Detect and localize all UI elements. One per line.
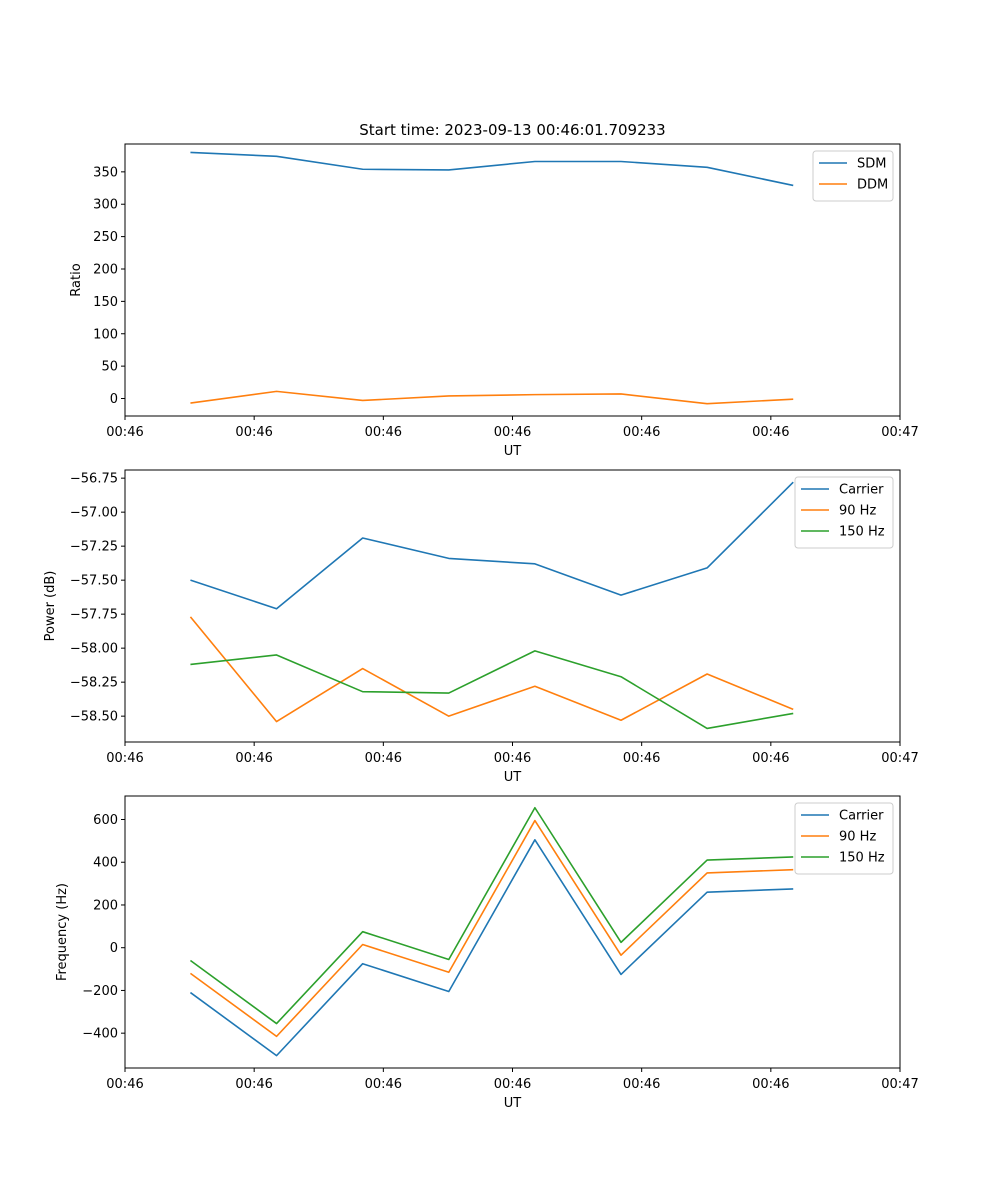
- series-line-carrier: [189, 838, 794, 1057]
- y-axis-label: Ratio: [69, 263, 84, 296]
- x-tick-label: 00:46: [106, 425, 143, 440]
- x-tick-label: 00:46: [235, 751, 272, 766]
- y-axis-label: Power (dB): [43, 571, 58, 642]
- y-tick-label: −58.00: [70, 642, 118, 657]
- legend-label: 90 Hz: [839, 830, 876, 845]
- x-tick-label: 00:47: [881, 751, 918, 766]
- x-tick-label: 00:46: [365, 751, 402, 766]
- chart-panel-2: 00:46 00:46 00:46 00:46 00:46 00:46 00:47 −58.5…: [43, 469, 919, 785]
- legend: Carrier 90 Hz 150 Hz: [794, 802, 894, 875]
- y-tick-label: 300: [93, 198, 118, 213]
- y-tick-label: −57.50: [70, 574, 118, 589]
- plot-frame: [124, 143, 901, 417]
- y-tick-label: 250: [93, 230, 118, 245]
- legend-label: DDM: [857, 178, 888, 193]
- y-tick-label: 600: [93, 813, 118, 828]
- legend-label: SDM: [857, 157, 886, 172]
- y-tick-label: 400: [93, 856, 118, 871]
- x-tick-label: 00:46: [752, 1077, 789, 1092]
- plot-frame: [124, 469, 901, 743]
- x-tick-label: 00:46: [365, 425, 402, 440]
- x-tick-label: 00:46: [106, 1077, 143, 1092]
- y-tick-label: 100: [93, 327, 118, 342]
- y-tick-label: −56.75: [70, 472, 118, 487]
- x-tick-label: 00:46: [752, 751, 789, 766]
- chart-title: Start time: 2023-09-13 00:46:01.709233: [359, 121, 665, 139]
- series-line-90-hz: [189, 616, 794, 723]
- legend-label: 150 Hz: [839, 851, 885, 866]
- y-tick-label: −57.25: [70, 540, 118, 555]
- legend: Carrier 90 Hz 150 Hz: [794, 476, 894, 549]
- x-tick-label: 00:46: [494, 1077, 531, 1092]
- x-axis-label: UT: [504, 444, 522, 459]
- y-tick-label: 0: [110, 941, 118, 956]
- y-tick-label: −58.50: [70, 710, 118, 725]
- legend: SDM DDM: [812, 150, 894, 202]
- legend-label: Carrier: [839, 809, 884, 824]
- x-tick-label: 00:46: [623, 1077, 660, 1092]
- x-tick-label: 00:46: [106, 751, 143, 766]
- y-tick-label: 350: [93, 165, 118, 180]
- y-tick-label: −57.75: [70, 608, 118, 623]
- y-tick-label: −400: [82, 1027, 118, 1042]
- series-line-sdm: [190, 151, 794, 187]
- x-axis-label: UT: [504, 1096, 522, 1111]
- y-tick-label: −58.25: [70, 676, 118, 691]
- y-tick-label: 0: [110, 392, 118, 407]
- legend-label: Carrier: [839, 483, 884, 498]
- x-tick-label: 00:46: [494, 751, 531, 766]
- series-line-ddm: [190, 390, 794, 405]
- y-tick-label: −200: [82, 984, 118, 999]
- y-tick-label: 50: [101, 360, 118, 375]
- series-line-carrier: [190, 481, 794, 610]
- chart-panel-1: Start time: 2023-09-13 00:46:01.70923300…: [69, 121, 919, 459]
- x-tick-label: 00:47: [881, 1077, 918, 1092]
- y-axis-label: Frequency (Hz): [55, 883, 70, 981]
- x-tick-label: 00:46: [623, 425, 660, 440]
- series-line-150-hz: [190, 650, 794, 730]
- x-tick-label: 00:46: [235, 1077, 272, 1092]
- chart-panel-3: 00:46 00:46 00:46 00:46 00:46 00:46 00:47 −400 −…: [55, 795, 919, 1111]
- y-tick-label: −57.00: [70, 506, 118, 521]
- y-tick-label: 200: [93, 898, 118, 913]
- series-line-90-hz: [189, 819, 794, 1038]
- x-axis-label: UT: [504, 770, 522, 785]
- legend-label: 150 Hz: [839, 525, 885, 540]
- x-tick-label: 00:46: [365, 1077, 402, 1092]
- y-tick-label: 150: [93, 295, 118, 310]
- y-tick-label: 200: [93, 262, 118, 277]
- plot-frame: [124, 795, 901, 1069]
- legend-label: 90 Hz: [839, 504, 876, 519]
- series-line-150-hz: [189, 806, 794, 1025]
- x-tick-label: 00:47: [881, 425, 918, 440]
- x-tick-label: 00:46: [623, 751, 660, 766]
- x-tick-label: 00:46: [235, 425, 272, 440]
- x-tick-label: 00:46: [752, 425, 789, 440]
- x-tick-label: 00:46: [494, 425, 531, 440]
